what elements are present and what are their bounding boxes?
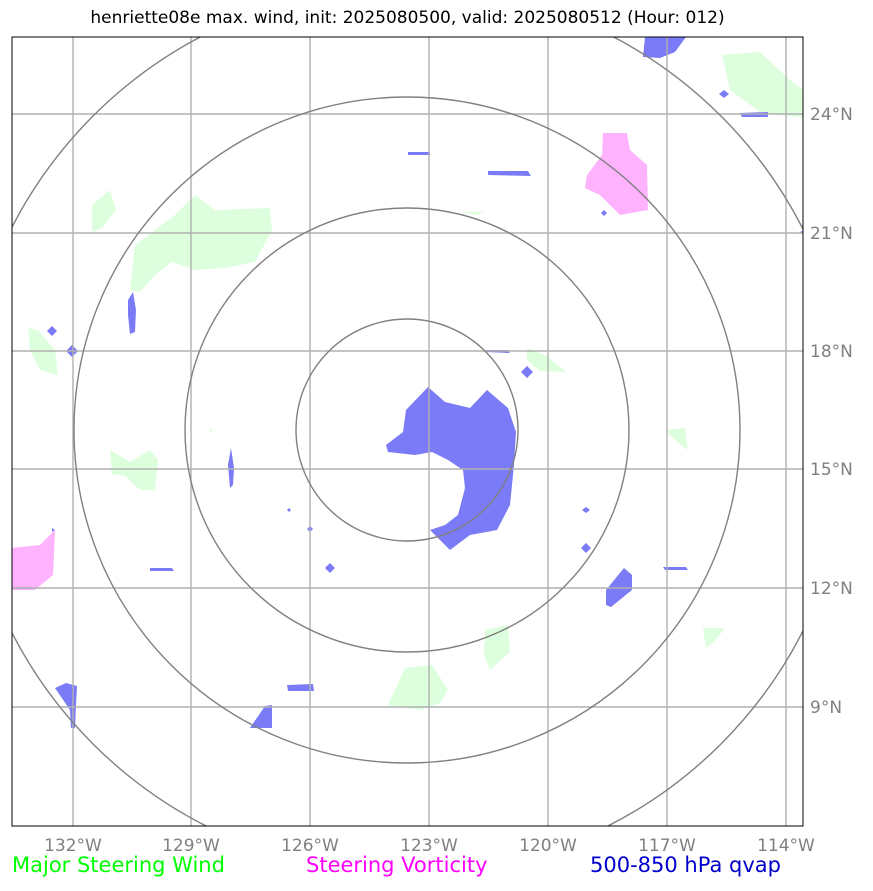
graticule bbox=[12, 37, 803, 826]
lon-tick-label: 126°W bbox=[281, 836, 339, 856]
lat-tick-label: 21°N bbox=[810, 224, 853, 244]
lat-tick-label: 18°N bbox=[810, 342, 853, 362]
map-plot-area bbox=[12, 37, 803, 826]
lon-tick-label: 132°W bbox=[44, 836, 102, 856]
legend-steering-wind: Major Steering Wind bbox=[12, 853, 225, 877]
lon-tick-label: 117°W bbox=[638, 836, 696, 856]
legend-steering-vorticity: Steering Vorticity bbox=[306, 853, 488, 877]
lon-tick-label: 120°W bbox=[519, 836, 577, 856]
lat-tick-label: 12°N bbox=[810, 579, 853, 599]
steering-wind-areas bbox=[28, 52, 803, 710]
lat-tick-label: 9°N bbox=[810, 698, 842, 718]
legend-qvap: 500-850 hPa qvap bbox=[590, 853, 781, 877]
range-rings bbox=[12, 37, 803, 826]
qvap-areas bbox=[47, 37, 803, 728]
steering-vorticity-areas bbox=[12, 133, 648, 590]
lon-tick-label: 129°W bbox=[162, 836, 220, 856]
lon-tick-label: 114°W bbox=[757, 836, 815, 856]
lat-tick-label: 15°N bbox=[810, 460, 853, 480]
map-frame bbox=[11, 36, 804, 827]
lat-tick-label: 24°N bbox=[810, 105, 853, 125]
lon-tick-label: 123°W bbox=[400, 836, 458, 856]
map-title: henriette08e max. wind, init: 2025080500… bbox=[90, 8, 725, 28]
